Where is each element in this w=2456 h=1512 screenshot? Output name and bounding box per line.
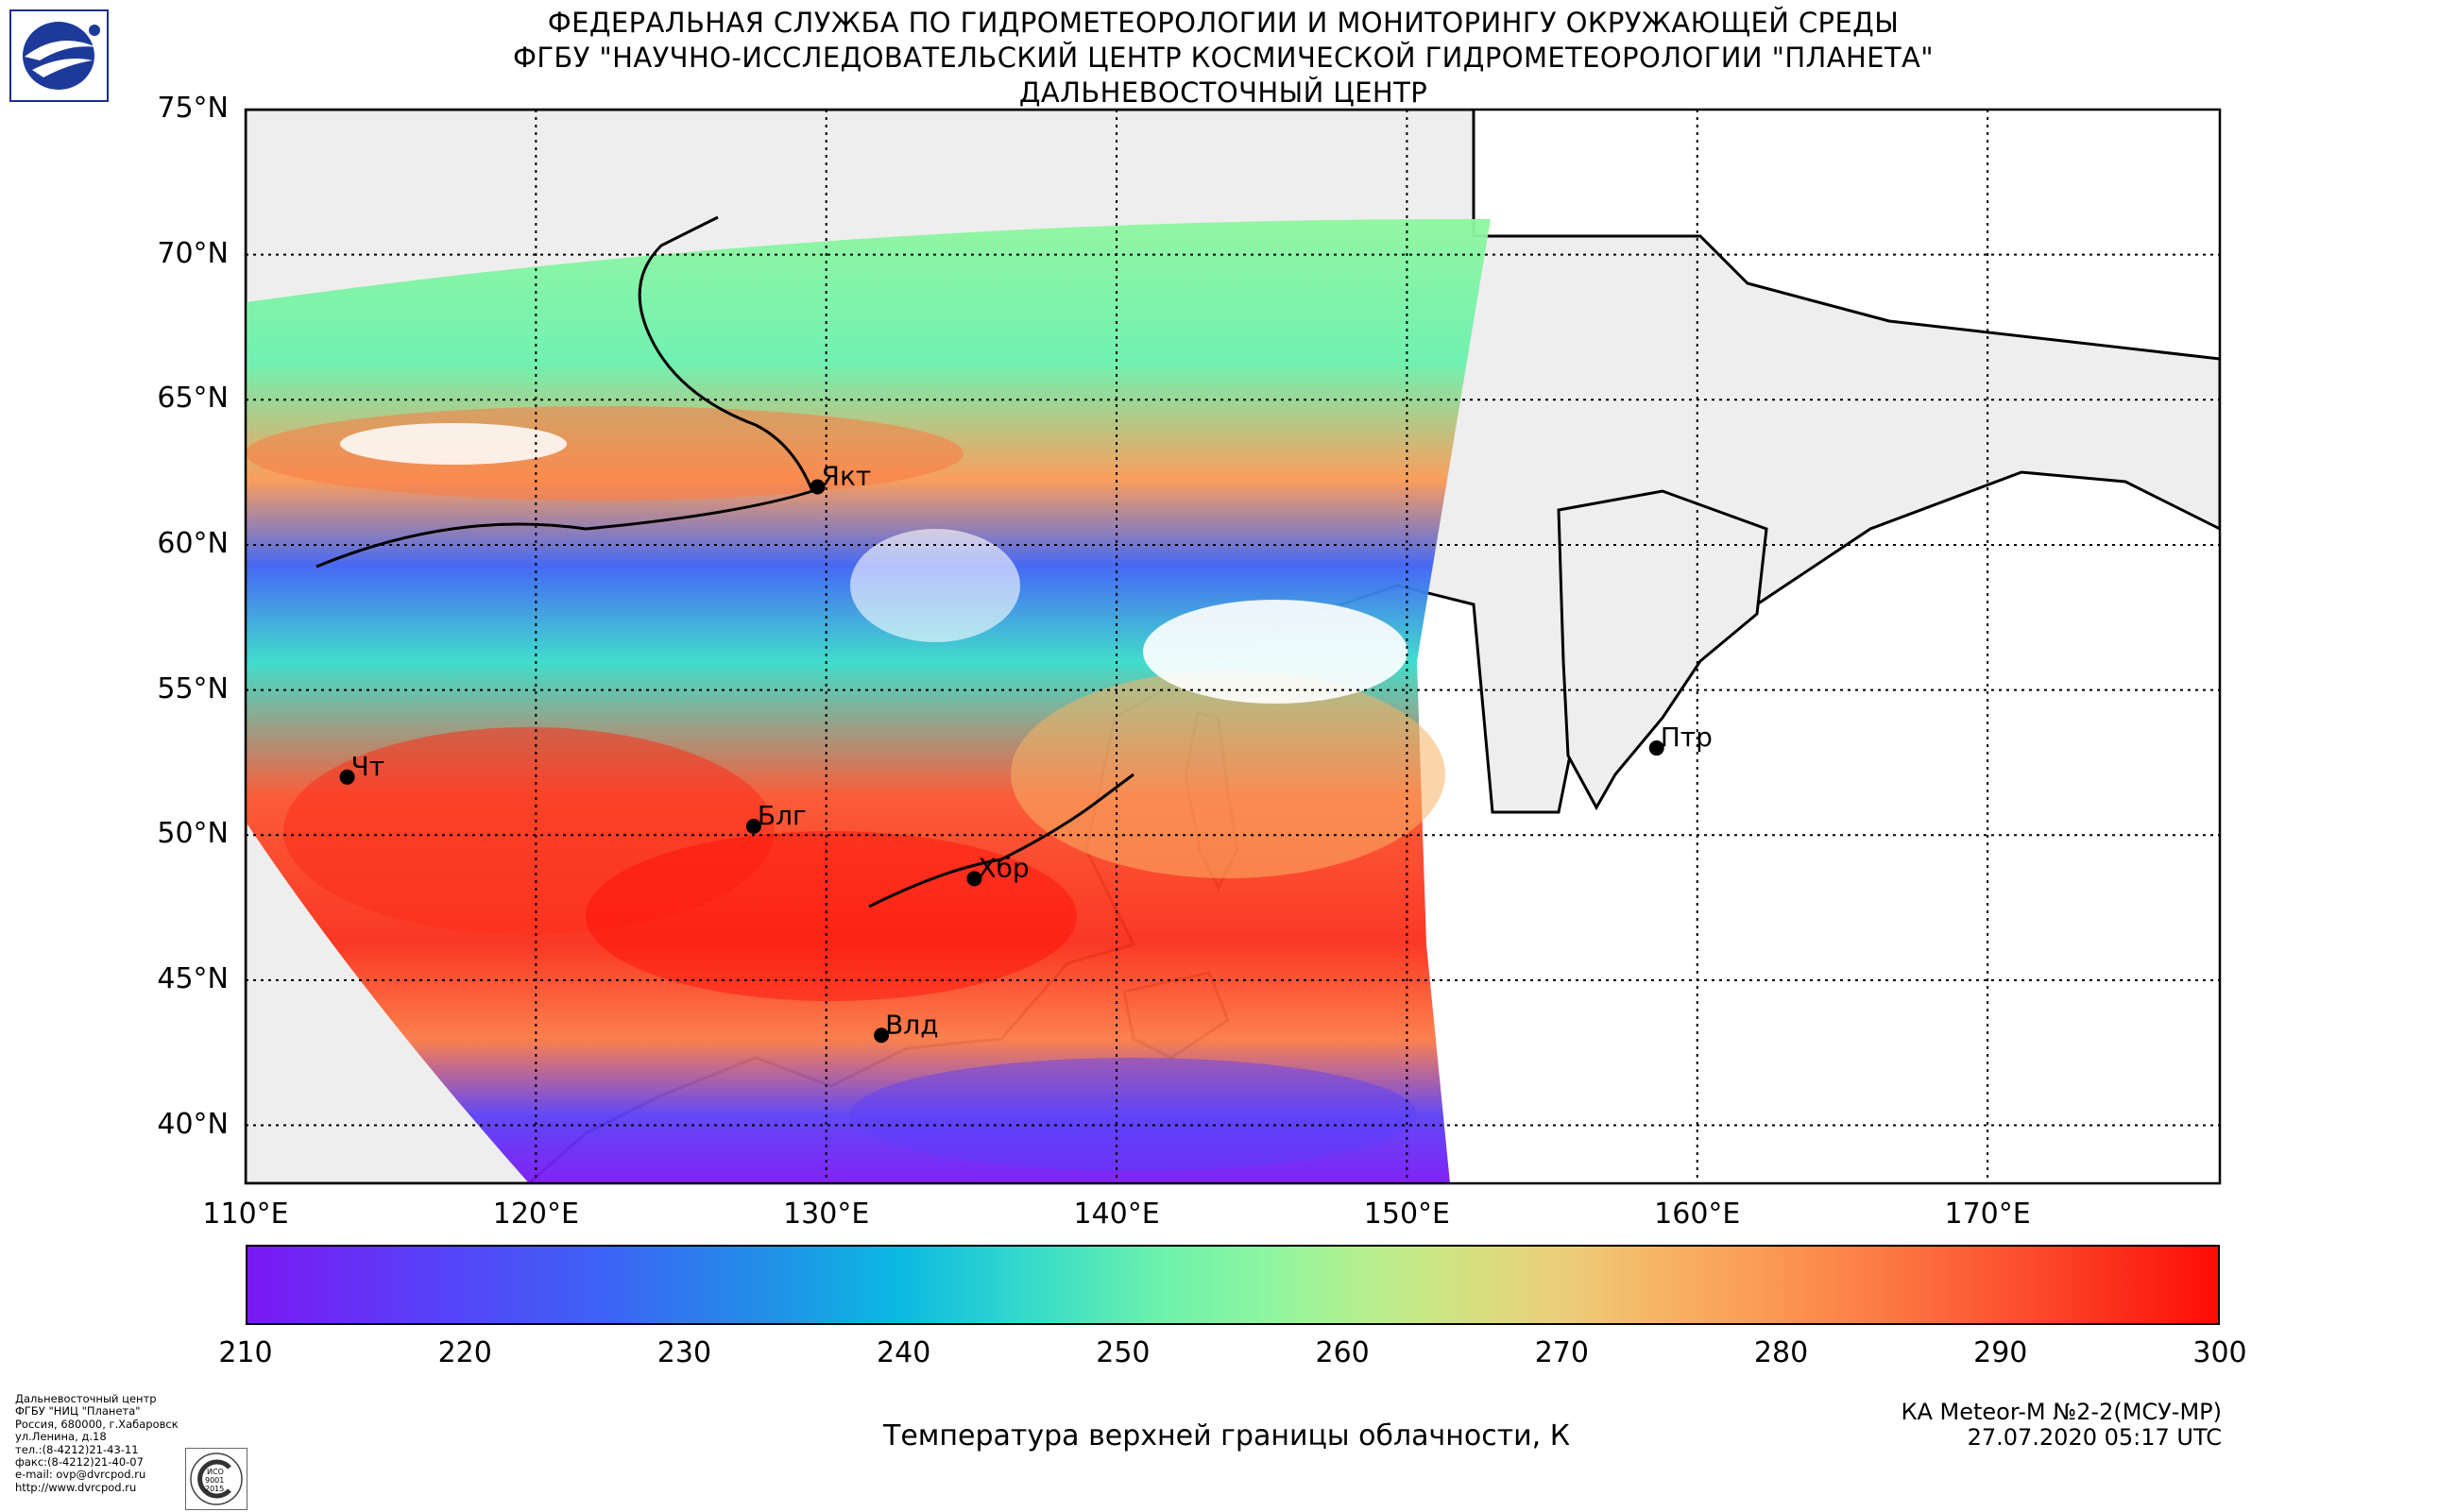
colorbar-tick-label: 210 xyxy=(218,1336,273,1369)
colorbar-tick-label: 260 xyxy=(1315,1336,1370,1369)
temperature-colorbar xyxy=(246,1245,2220,1325)
header-line-2: ФГБУ "НАУЧНО-ИССЛЕДОВАТЕЛЬСКИЙ ЦЕНТР КОС… xyxy=(512,42,1935,74)
planeta-emblem-icon xyxy=(23,22,100,90)
city-marker: Чт xyxy=(339,751,385,785)
longitude-label: 170°E xyxy=(1944,1198,2031,1231)
header-line-3: ДАЛЬНЕВОСТОЧНЫЙ ЦЕНТР xyxy=(1018,76,1428,109)
city-marker: Якт xyxy=(810,460,871,495)
address-line: ФГБУ "НИЦ "Планета" xyxy=(15,1404,141,1419)
satellite-name: КА Meteor-M №2-2(МСУ-МР) xyxy=(1901,1399,2222,1425)
colorbar-caption: Температура верхней границы облачности, … xyxy=(883,1419,1571,1453)
river-amur xyxy=(868,773,1134,909)
address-line: e-mail: ovp@dvrcpod.ru xyxy=(15,1468,146,1482)
city-label: Блг xyxy=(758,800,807,831)
colorbar-tick-label: 220 xyxy=(437,1336,492,1369)
latitude-label: 75°N xyxy=(157,92,229,125)
header: ФЕДЕРАЛЬНАЯ СЛУЖБА ПО ГИДРОМЕТЕОРОЛОГИИ … xyxy=(283,6,2163,110)
city-label: Птр xyxy=(1661,722,1713,753)
city-marker: Хбр xyxy=(966,852,1030,887)
iso-seal-icon: ИСО 9001 2015 xyxy=(190,1453,243,1505)
address-line: Дальневосточный центр xyxy=(15,1392,157,1405)
colorbar-tick-label: 270 xyxy=(1534,1336,1589,1369)
city-dot xyxy=(1648,740,1664,756)
city-marker: Влд xyxy=(874,1009,939,1044)
seal-text-top: ИСО xyxy=(207,1468,224,1476)
graticule xyxy=(246,110,2220,1183)
observation-datetime: 27.07.2020 05:17 UTC xyxy=(1967,1424,2222,1451)
city-label: Влд xyxy=(885,1009,938,1040)
city-marker: Блг xyxy=(745,800,807,835)
latitude-label: 55°N xyxy=(157,671,229,705)
longitude-label: 150°E xyxy=(1363,1198,1451,1231)
city-dot xyxy=(339,769,355,785)
land-kamchatka xyxy=(1557,489,1768,811)
seal-text-bot: 2015 xyxy=(205,1485,224,1493)
latitude-label: 70°N xyxy=(157,236,229,270)
city-marker: Птр xyxy=(1648,722,1713,756)
colorbar-tick-label: 240 xyxy=(877,1336,931,1369)
seal-text-mid: 9001 xyxy=(205,1476,224,1485)
latitude-label: 60°N xyxy=(157,526,229,560)
address-line: тел.:(8-4212)21-43-11 xyxy=(15,1442,139,1456)
city-markers: Якт Чт Блг Хбр Влд Птр xyxy=(339,460,1713,1044)
colorbar-tick-label: 300 xyxy=(2192,1336,2247,1369)
city-label: Чт xyxy=(351,751,385,782)
colorbar-tick-label: 250 xyxy=(1096,1336,1151,1369)
colorbar-tick-label: 280 xyxy=(1753,1336,1809,1369)
city-label: Якт xyxy=(821,460,871,491)
address-line: ул.Ленина, д.18 xyxy=(15,1430,107,1444)
latitude-label: 45°N xyxy=(157,961,229,995)
city-dot xyxy=(745,819,761,835)
longitude-label: 110°E xyxy=(202,1198,289,1231)
city-dot xyxy=(874,1028,890,1044)
city-label: Хбр xyxy=(978,852,1029,883)
latitude-label: 40°N xyxy=(157,1107,229,1141)
longitude-label: 140°E xyxy=(1073,1198,1160,1231)
map-frame xyxy=(244,108,2222,1185)
planeta-logo xyxy=(9,9,109,102)
address-line: Россия, 680000, г.Хабаровск xyxy=(15,1417,179,1431)
satellite-info: КА Meteor-M №2-2(МСУ-МР) 27.07.2020 05:1… xyxy=(1901,1400,2222,1451)
iso-certification-seal: ИСО 9001 2015 xyxy=(185,1448,247,1510)
colorbar-tick-label: 290 xyxy=(1973,1336,2028,1369)
latitude-label: 50°N xyxy=(157,817,229,851)
longitude-label: 130°E xyxy=(783,1198,870,1231)
city-dot xyxy=(810,479,826,495)
address-block: Дальневосточный центр ФГБУ "НИЦ "Планета… xyxy=(15,1392,179,1494)
address-line: факс:(8-4212)21-40-07 xyxy=(15,1455,144,1470)
colorbar-tick-label: 230 xyxy=(657,1336,712,1369)
latitude-label: 65°N xyxy=(157,382,229,416)
city-dot xyxy=(966,871,982,887)
longitude-label: 120°E xyxy=(492,1198,579,1231)
address-line: http://www.dvrcpod.ru xyxy=(15,1480,137,1494)
longitude-label: 160°E xyxy=(1654,1198,1741,1231)
header-line-1: ФЕДЕРАЛЬНАЯ СЛУЖБА ПО ГИДРОМЕТЕОРОЛОГИИ … xyxy=(547,7,1900,39)
